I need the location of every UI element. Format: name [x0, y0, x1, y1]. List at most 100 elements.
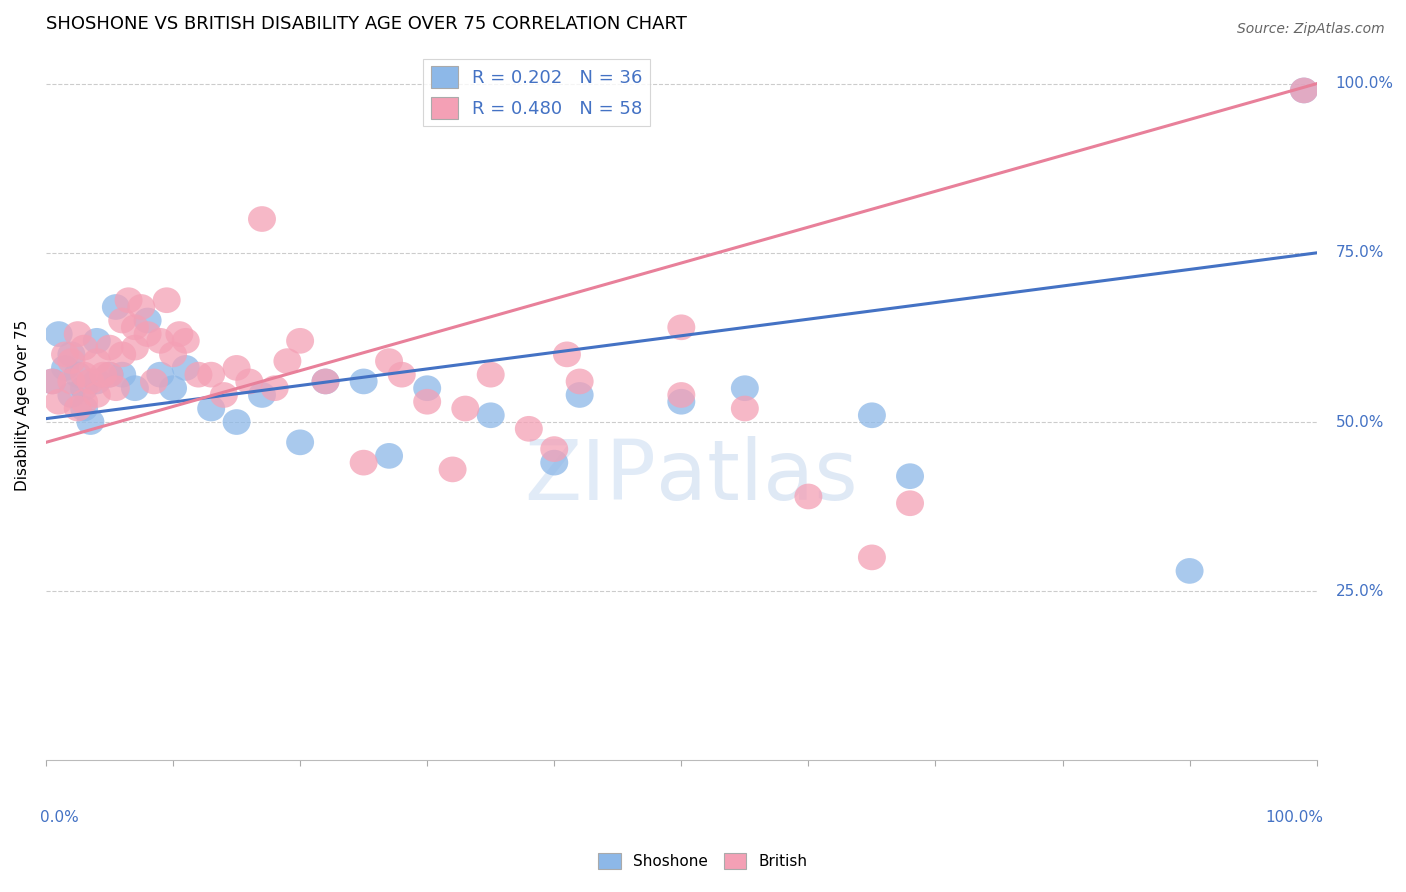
Ellipse shape: [413, 389, 441, 415]
Ellipse shape: [108, 362, 136, 387]
Ellipse shape: [668, 382, 696, 408]
Ellipse shape: [121, 315, 149, 340]
Ellipse shape: [540, 436, 568, 462]
Ellipse shape: [1175, 558, 1204, 583]
Text: 75.0%: 75.0%: [1336, 245, 1384, 260]
Ellipse shape: [63, 321, 91, 347]
Ellipse shape: [38, 368, 66, 394]
Ellipse shape: [153, 287, 180, 313]
Ellipse shape: [375, 443, 404, 468]
Ellipse shape: [312, 368, 339, 394]
Ellipse shape: [45, 321, 73, 347]
Text: 100.0%: 100.0%: [1265, 810, 1323, 825]
Ellipse shape: [159, 376, 187, 401]
Ellipse shape: [128, 294, 155, 320]
Ellipse shape: [273, 348, 301, 374]
Ellipse shape: [70, 362, 98, 387]
Ellipse shape: [146, 362, 174, 387]
Ellipse shape: [63, 396, 91, 421]
Ellipse shape: [101, 376, 129, 401]
Ellipse shape: [794, 483, 823, 509]
Ellipse shape: [731, 376, 759, 401]
Ellipse shape: [51, 355, 79, 381]
Ellipse shape: [58, 342, 86, 368]
Ellipse shape: [172, 328, 200, 354]
Text: ZIP: ZIP: [524, 435, 657, 516]
Ellipse shape: [731, 396, 759, 421]
Ellipse shape: [166, 321, 194, 347]
Ellipse shape: [287, 429, 314, 455]
Ellipse shape: [58, 348, 86, 374]
Ellipse shape: [247, 206, 276, 232]
Ellipse shape: [89, 362, 117, 387]
Ellipse shape: [896, 491, 924, 516]
Ellipse shape: [375, 348, 404, 374]
Ellipse shape: [76, 409, 104, 435]
Ellipse shape: [565, 382, 593, 408]
Ellipse shape: [96, 334, 124, 360]
Ellipse shape: [858, 402, 886, 428]
Text: 50.0%: 50.0%: [1336, 415, 1384, 430]
Ellipse shape: [70, 396, 98, 421]
Ellipse shape: [515, 416, 543, 442]
Text: atlas: atlas: [657, 435, 858, 516]
Legend: Shoshone, British: Shoshone, British: [592, 847, 814, 875]
Ellipse shape: [668, 315, 696, 340]
Ellipse shape: [83, 328, 111, 354]
Ellipse shape: [540, 450, 568, 475]
Text: SHOSHONE VS BRITISH DISABILITY AGE OVER 75 CORRELATION CHART: SHOSHONE VS BRITISH DISABILITY AGE OVER …: [46, 15, 688, 33]
Text: 0.0%: 0.0%: [39, 810, 79, 825]
Ellipse shape: [83, 348, 111, 374]
Ellipse shape: [451, 396, 479, 421]
Ellipse shape: [63, 362, 91, 387]
Ellipse shape: [172, 355, 200, 381]
Ellipse shape: [70, 376, 98, 401]
Ellipse shape: [896, 463, 924, 489]
Ellipse shape: [146, 328, 174, 354]
Ellipse shape: [668, 389, 696, 415]
Ellipse shape: [70, 334, 98, 360]
Ellipse shape: [96, 362, 124, 387]
Ellipse shape: [58, 368, 86, 394]
Ellipse shape: [45, 389, 73, 415]
Text: Source: ZipAtlas.com: Source: ZipAtlas.com: [1237, 22, 1385, 37]
Ellipse shape: [209, 382, 238, 408]
Ellipse shape: [197, 362, 225, 387]
Legend: R = 0.202   N = 36, R = 0.480   N = 58: R = 0.202 N = 36, R = 0.480 N = 58: [423, 59, 650, 127]
Y-axis label: Disability Age Over 75: Disability Age Over 75: [15, 319, 30, 491]
Ellipse shape: [477, 362, 505, 387]
Ellipse shape: [247, 382, 276, 408]
Ellipse shape: [70, 389, 98, 415]
Ellipse shape: [565, 368, 593, 394]
Ellipse shape: [108, 308, 136, 334]
Ellipse shape: [312, 368, 339, 394]
Ellipse shape: [388, 362, 416, 387]
Ellipse shape: [51, 342, 79, 368]
Ellipse shape: [413, 376, 441, 401]
Ellipse shape: [159, 342, 187, 368]
Ellipse shape: [108, 342, 136, 368]
Ellipse shape: [101, 294, 129, 320]
Text: 25.0%: 25.0%: [1336, 583, 1384, 599]
Ellipse shape: [235, 368, 263, 394]
Ellipse shape: [83, 382, 111, 408]
Ellipse shape: [1289, 78, 1317, 103]
Ellipse shape: [121, 376, 149, 401]
Ellipse shape: [350, 450, 378, 475]
Ellipse shape: [197, 396, 225, 421]
Ellipse shape: [260, 376, 288, 401]
Ellipse shape: [141, 368, 167, 394]
Text: 100.0%: 100.0%: [1336, 76, 1393, 91]
Ellipse shape: [134, 308, 162, 334]
Ellipse shape: [222, 409, 250, 435]
Ellipse shape: [38, 368, 66, 394]
Ellipse shape: [96, 362, 124, 387]
Ellipse shape: [439, 457, 467, 483]
Ellipse shape: [58, 382, 86, 408]
Ellipse shape: [115, 287, 142, 313]
Ellipse shape: [477, 402, 505, 428]
Ellipse shape: [1289, 78, 1317, 103]
Ellipse shape: [858, 544, 886, 570]
Ellipse shape: [222, 355, 250, 381]
Ellipse shape: [287, 328, 314, 354]
